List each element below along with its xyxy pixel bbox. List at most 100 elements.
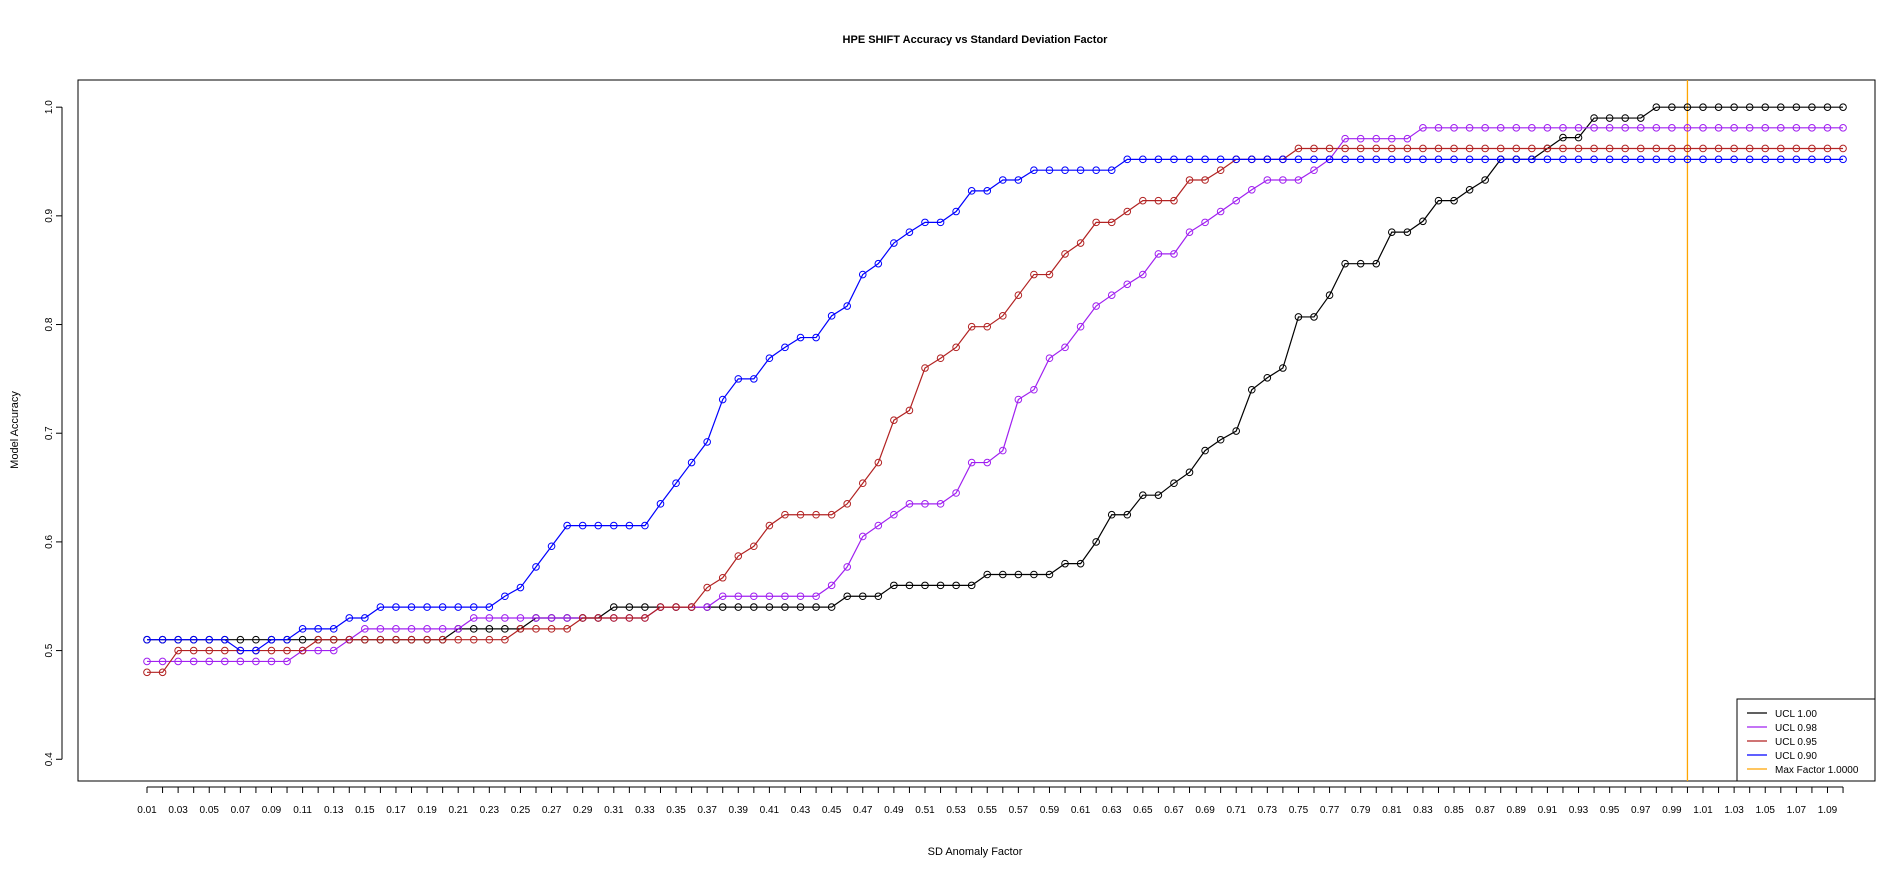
data-point — [1683, 155, 1692, 164]
data-point — [1092, 538, 1100, 546]
data-point — [1465, 155, 1474, 164]
data-point — [1154, 196, 1163, 205]
data-point — [485, 625, 494, 633]
x-tick-label: 0.59 — [1040, 805, 1060, 816]
data-point — [1076, 239, 1085, 247]
y-tick-label: 1.0 — [44, 100, 55, 114]
data-point — [547, 542, 556, 551]
data-point — [1543, 155, 1552, 164]
series-line — [147, 158, 1844, 652]
x-tick-label: 0.71 — [1226, 805, 1246, 816]
data-point — [1216, 166, 1225, 175]
data-point — [516, 583, 525, 592]
data-point — [1621, 114, 1629, 122]
data-point — [1792, 155, 1801, 164]
data-point — [547, 614, 556, 622]
data-point — [703, 603, 711, 611]
data-point — [1652, 103, 1661, 111]
data-point — [407, 635, 416, 644]
data-point — [1388, 155, 1396, 164]
data-point — [1605, 124, 1614, 132]
data-point — [625, 614, 634, 622]
x-tick-label: 0.47 — [853, 805, 873, 816]
y-tick-label: 0.7 — [44, 426, 55, 440]
data-point — [1730, 124, 1738, 132]
x-tick-label: 0.01 — [137, 805, 157, 816]
series-1 — [143, 124, 1847, 666]
data-point — [1076, 166, 1085, 175]
x-tick-label: 0.35 — [666, 805, 686, 816]
data-point — [1310, 313, 1318, 321]
data-point — [594, 521, 603, 530]
data-point — [1403, 134, 1412, 143]
data-point — [563, 625, 571, 633]
data-point — [1107, 218, 1116, 227]
data-point — [796, 603, 805, 611]
data-point — [1123, 510, 1132, 519]
data-point — [314, 625, 322, 633]
data-point — [890, 510, 898, 519]
data-point — [1185, 176, 1194, 184]
data-point — [750, 375, 758, 383]
data-point — [236, 635, 245, 644]
data-point — [1559, 124, 1567, 132]
data-point — [221, 657, 229, 666]
x-tick-label: 1.07 — [1787, 805, 1807, 816]
data-point — [1636, 114, 1645, 122]
data-point — [174, 646, 182, 655]
x-tick-label: 0.33 — [635, 805, 655, 816]
data-point — [843, 302, 852, 310]
data-point — [1745, 144, 1754, 153]
data-point — [1232, 155, 1240, 164]
data-point — [1045, 166, 1054, 175]
data-point — [1061, 250, 1069, 258]
data-point — [1247, 385, 1256, 394]
data-point — [1014, 395, 1023, 404]
data-point — [874, 521, 883, 530]
data-point — [578, 614, 587, 622]
data-point — [750, 542, 758, 551]
x-tick-label: 0.49 — [884, 805, 904, 816]
data-point — [158, 668, 167, 677]
data-point — [1201, 155, 1209, 164]
x-tick-label: 0.51 — [915, 805, 935, 816]
data-point — [1216, 435, 1225, 444]
data-point — [532, 563, 540, 571]
data-point — [1310, 166, 1318, 175]
data-point — [392, 625, 400, 633]
data-point — [1574, 124, 1583, 132]
data-point — [1792, 144, 1801, 153]
data-point — [781, 510, 789, 519]
data-point — [1388, 144, 1396, 153]
data-point — [361, 625, 369, 633]
data-point — [158, 635, 167, 644]
x-tick-label: 0.63 — [1102, 805, 1122, 816]
data-point — [1559, 155, 1567, 164]
data-point — [796, 510, 805, 519]
data-point — [1403, 155, 1412, 164]
data-point — [890, 416, 898, 424]
data-point — [283, 646, 291, 655]
x-tick-label: 0.39 — [729, 805, 749, 816]
data-point — [1045, 354, 1054, 363]
data-point — [1201, 446, 1209, 455]
data-point — [1341, 259, 1349, 268]
data-point — [454, 603, 463, 611]
data-point — [205, 657, 214, 666]
data-point — [1496, 144, 1505, 153]
data-point — [718, 573, 727, 582]
data-point — [1543, 124, 1552, 132]
data-point — [1107, 291, 1116, 299]
data-point — [1216, 155, 1225, 164]
x-tick-label: 0.55 — [978, 805, 998, 816]
data-point — [438, 625, 447, 633]
data-point — [874, 259, 883, 268]
data-point — [392, 635, 400, 644]
data-point — [796, 592, 805, 601]
x-tick-label: 0.53 — [946, 805, 966, 816]
data-point — [1450, 196, 1458, 205]
data-point — [1745, 103, 1754, 111]
x-tick-label: 0.03 — [168, 805, 188, 816]
data-point — [983, 458, 992, 467]
data-point — [423, 603, 431, 611]
